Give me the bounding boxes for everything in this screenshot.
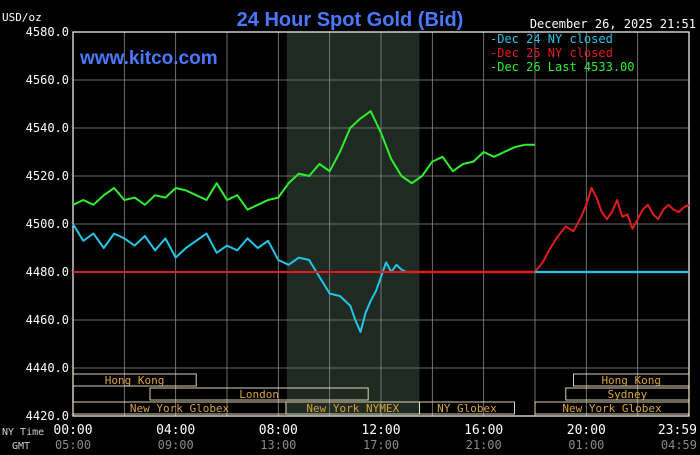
session-label: Sydney [608, 388, 648, 401]
x-tick-label-ny: 16:00 [464, 423, 503, 438]
session-label: New York Globex [130, 402, 230, 415]
price-series [72, 110, 690, 333]
x-tick-label-gmt: 17:00 [363, 438, 399, 452]
session-box [565, 387, 690, 401]
session-box [72, 373, 197, 387]
y-unit-label: USD/oz [2, 11, 42, 24]
session-label: London [239, 388, 279, 401]
x-tick-label-gmt: 05:00 [55, 438, 91, 452]
session-label: NY Globex [437, 402, 497, 415]
x-tick-label-gmt: 21:00 [466, 438, 502, 452]
session-label: Hong Kong [601, 374, 661, 387]
chart-title: 24 Hour Spot Gold (Bid) [237, 9, 464, 31]
y-tick-label: 4500.0 [26, 217, 69, 231]
y-tick-label: 4420.0 [26, 409, 69, 423]
x-tick-label-ny: 12:00 [361, 423, 400, 438]
y-tick-label: 4520.0 [26, 169, 69, 183]
series-line-2 [73, 187, 690, 273]
kitco-watermark: www.kitco.com [79, 48, 218, 69]
session-label: Hong Kong [105, 374, 165, 387]
x-tick-label-ny: 00:00 [53, 423, 92, 438]
session-box [534, 401, 690, 415]
timestamp: December 26, 2025 21:51 [530, 17, 696, 31]
session-box [419, 401, 515, 415]
ny-time-label: NY Time [2, 427, 44, 438]
series-line-1 [72, 223, 408, 333]
y-tick-label: 4440.0 [26, 361, 69, 375]
x-tick-label-ny: 04:00 [156, 423, 195, 438]
x-tick-label-ny: 23:59 [658, 423, 697, 438]
y-tick-label: 4480.0 [26, 265, 69, 279]
legend-entry: -Dec 24 NY closed [490, 32, 613, 46]
x-tick-label-ny: 20:00 [567, 423, 606, 438]
y-tick-label: 4460.0 [26, 313, 69, 327]
legend-entry: -Dec 26 Last 4533.00 [490, 60, 635, 74]
y-tick-label: 4540.0 [26, 121, 69, 135]
x-tick-label-ny: 08:00 [259, 423, 298, 438]
y-tick-label: 4560.0 [26, 73, 69, 87]
y-axis-ticks: 4580.0 4560.0 4540.0 4520.0 4500.0 4480.0 4460… [26, 25, 69, 423]
legend-entry: -Dec 25 NY closed [490, 46, 613, 60]
session-label: New York Globex [562, 402, 662, 415]
y-tick-label: 4580.0 [26, 25, 69, 39]
session-box [573, 373, 690, 387]
x-tick-label-gmt: 04:59 [661, 438, 697, 452]
legend: -Dec 24 NY closed-Dec 25 NY closed-Dec 2… [490, 32, 635, 74]
session-label: New York NYMEX [306, 402, 399, 415]
series-line-3 [72, 110, 535, 211]
gmt-label: GMT [12, 441, 30, 452]
x-tick-label-gmt: 13:00 [260, 438, 296, 452]
x-tick-label-gmt: 09:00 [158, 438, 194, 452]
x-tick-label-gmt: 01:00 [568, 438, 604, 452]
session-box [149, 387, 369, 401]
